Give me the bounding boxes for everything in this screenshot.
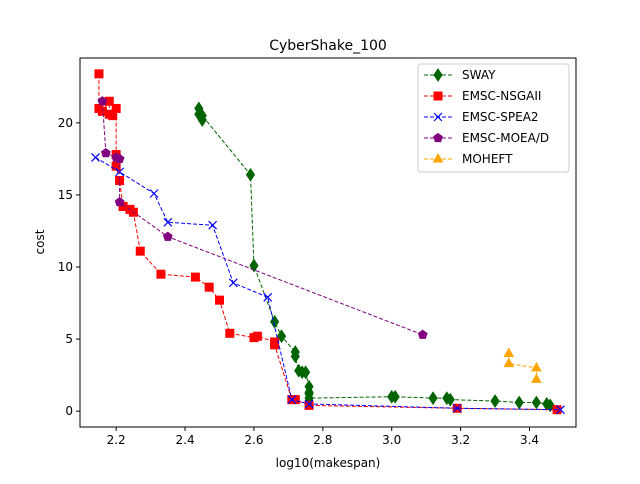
series-emsc-spea2 xyxy=(91,153,565,415)
x-marker xyxy=(149,189,159,198)
diamond-marker xyxy=(490,394,500,408)
square-marker xyxy=(225,328,235,338)
diamond-marker xyxy=(445,392,455,407)
x-marker xyxy=(208,220,218,230)
triangle-marker xyxy=(531,361,542,372)
x-marker xyxy=(556,405,565,415)
plot-frame xyxy=(79,57,577,428)
x-marker xyxy=(91,153,100,162)
diamond-marker xyxy=(390,389,400,404)
y-tick-label: 15 xyxy=(58,188,73,202)
legend-item: EMSC-MOEA/D xyxy=(424,131,549,145)
pentagon-marker xyxy=(417,329,428,339)
y-tick-label: 20 xyxy=(58,116,73,130)
series-moheft xyxy=(503,347,542,383)
diamond-marker xyxy=(531,395,541,410)
series-line xyxy=(101,101,423,336)
x-tick-label: 3.4 xyxy=(520,433,539,447)
diamond-marker xyxy=(545,398,555,413)
diamond-marker xyxy=(301,365,311,380)
legend-item: SWAY xyxy=(424,68,496,82)
legend-item: EMSC-NSGAII xyxy=(424,89,541,103)
x-tick-label: 3.2 xyxy=(451,433,470,447)
x-marker xyxy=(287,395,297,405)
series-layer xyxy=(91,69,565,415)
y-tick-label: 5 xyxy=(65,332,73,346)
x-tick-label: 2.4 xyxy=(176,433,195,447)
square-marker xyxy=(215,295,224,305)
ticks-layer: 2.2 2.4 2.6 2.8 3.0 3.2 3.4 0 5 10 15 20 xyxy=(58,116,539,447)
square-marker xyxy=(270,340,280,350)
diamond-marker xyxy=(197,108,207,123)
pentagon-marker xyxy=(100,148,111,158)
x-marker xyxy=(452,403,462,413)
chart-title: CyberShake_100 xyxy=(269,38,387,54)
diamond-marker xyxy=(428,391,438,406)
legend-label: SWAY xyxy=(462,68,496,82)
diamond-marker xyxy=(290,349,300,364)
legend-label: EMSC-NSGAII xyxy=(462,89,541,103)
legend-item: EMSC-SPEA2 xyxy=(424,110,539,124)
pentagon-marker xyxy=(114,153,125,164)
y-tick-label: 0 xyxy=(65,404,73,418)
triangle-marker xyxy=(432,152,444,163)
diamond-marker xyxy=(245,167,256,182)
triangle-marker xyxy=(531,373,542,383)
square-marker xyxy=(94,69,104,79)
x-marker xyxy=(433,112,443,122)
x-marker xyxy=(228,278,238,288)
x-marker xyxy=(263,292,273,302)
square-marker xyxy=(204,282,214,292)
pentagon-marker xyxy=(114,197,125,207)
series-line xyxy=(95,157,561,411)
diamond-marker xyxy=(276,329,287,344)
diamond-marker xyxy=(433,68,443,82)
y-tick-label: 10 xyxy=(58,260,73,274)
x-tick-label: 2.6 xyxy=(244,433,263,447)
legend: SWAY EMSC-NSGAII EMSC-SPEA2 EMSC-MOEA/D MOHE… xyxy=(417,63,570,173)
legend-box xyxy=(417,63,570,173)
square-marker xyxy=(135,246,145,256)
pentagon-marker xyxy=(433,132,443,143)
legend-item: MOHEFT xyxy=(424,152,513,166)
square-marker xyxy=(252,331,262,341)
series-emsc-moea-d xyxy=(97,96,428,339)
legend-label: EMSC-MOEA/D xyxy=(462,131,549,145)
square-marker xyxy=(156,269,166,279)
x-tick-label: 3.0 xyxy=(382,433,401,447)
x-tick-label: 2.8 xyxy=(313,433,332,447)
x-marker xyxy=(304,399,314,409)
pentagon-marker xyxy=(162,231,173,241)
triangle-marker xyxy=(503,347,515,357)
square-marker xyxy=(111,103,121,113)
y-axis-label: cost xyxy=(33,229,47,254)
x-marker xyxy=(163,217,173,227)
square-marker xyxy=(190,272,200,282)
x-tick-label: 2.2 xyxy=(107,433,126,447)
series-sway xyxy=(194,101,555,413)
diamond-marker xyxy=(514,395,524,410)
square-marker xyxy=(433,91,443,101)
triangle-marker xyxy=(503,357,515,368)
x-axis-label: log10(makespan) xyxy=(276,456,381,470)
legend-label: EMSC-SPEA2 xyxy=(462,110,539,124)
square-marker xyxy=(304,400,314,410)
pentagon-marker xyxy=(97,96,108,106)
legend-label: MOHEFT xyxy=(462,152,513,166)
